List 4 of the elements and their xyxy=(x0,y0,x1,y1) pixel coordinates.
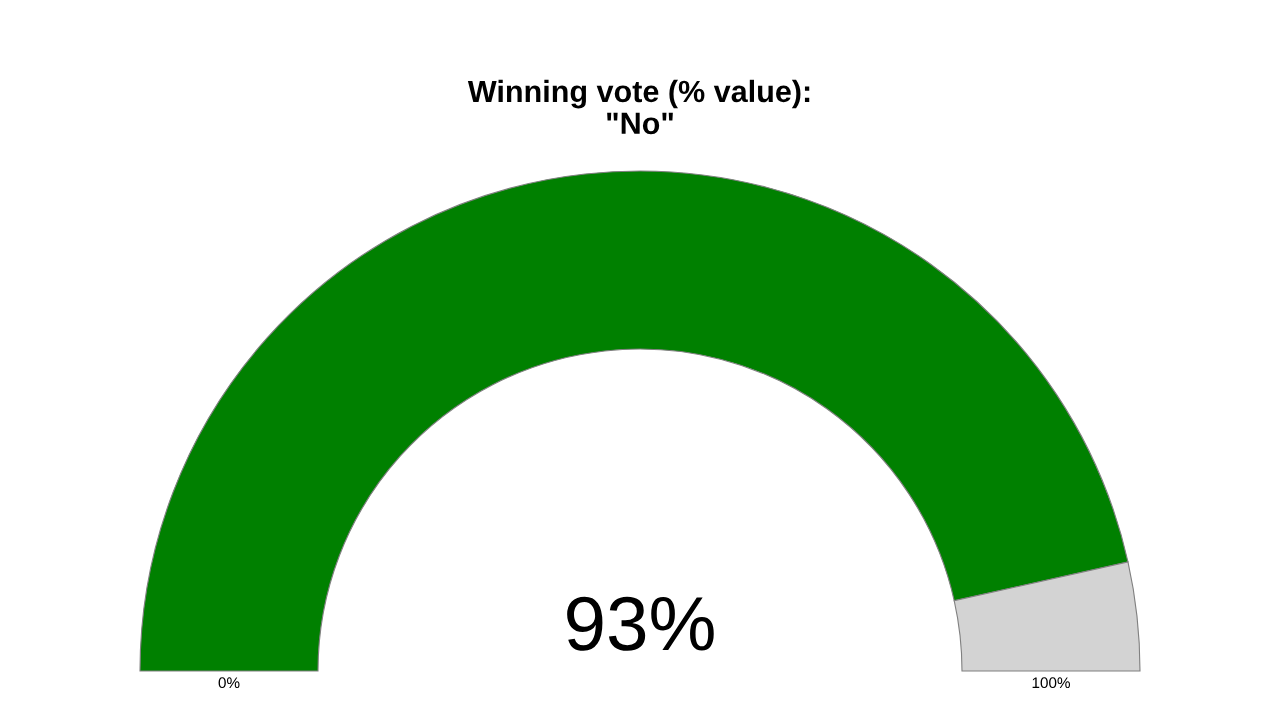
chart-title: Winning vote (% value): "No" xyxy=(467,79,810,135)
text: 0% xyxy=(218,677,240,689)
data-label: 93% xyxy=(567,596,714,651)
text: 100% xyxy=(1032,677,1070,689)
